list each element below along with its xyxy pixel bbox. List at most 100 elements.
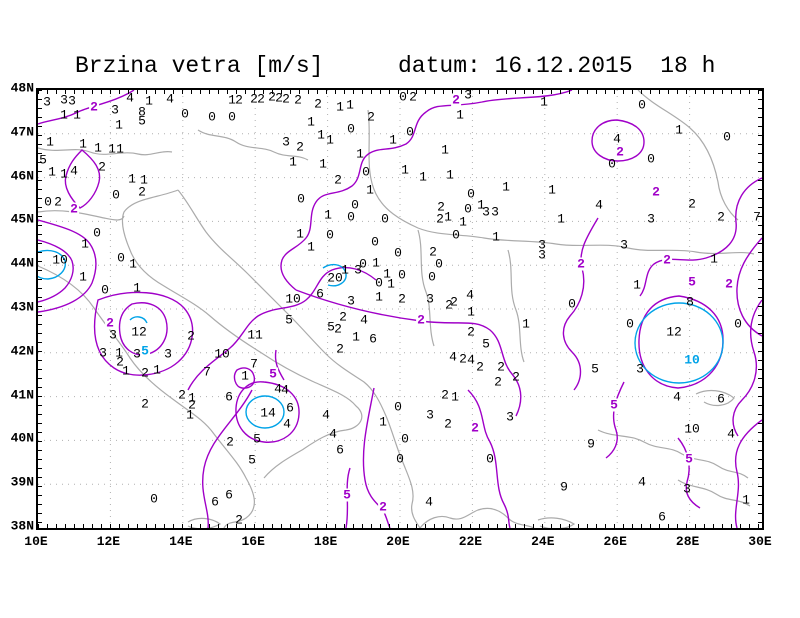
lat-tick-label: 42N xyxy=(10,343,34,359)
contour-label: 5 xyxy=(684,451,694,467)
lat-tick-label: 48N xyxy=(10,80,34,96)
grid-value: 0 xyxy=(381,211,389,227)
grid-value: 6 xyxy=(658,509,666,525)
contour-label: 2 xyxy=(662,252,672,268)
grid-value: 0 xyxy=(181,106,189,122)
grid-value: 2 xyxy=(444,416,452,432)
grid-value: 6 xyxy=(717,391,725,407)
grid-value: 0 xyxy=(486,451,494,467)
grid-value: 5 xyxy=(248,452,256,468)
grid-value: 3 xyxy=(620,237,628,253)
grid-value: 4 xyxy=(360,312,368,328)
grid-value: 14 xyxy=(260,405,276,421)
lon-tick-label: 12E xyxy=(96,534,121,549)
grid-value: 1 xyxy=(467,304,475,320)
grid-value: 1 xyxy=(140,172,148,188)
grid-value: 1 xyxy=(522,316,530,332)
grid-value: 4 xyxy=(166,91,174,107)
grid-value: 1 xyxy=(389,132,397,148)
lat-tick-label: 45N xyxy=(10,211,34,227)
grid-value: 0 xyxy=(626,316,634,332)
lat-tick-label: 38N xyxy=(10,518,34,534)
grid-value: 0 xyxy=(371,234,379,250)
grid-value: 1 xyxy=(401,162,409,178)
grid-value: 2 xyxy=(409,90,417,105)
grid-value: 2 xyxy=(494,374,502,390)
grid-value: 1 xyxy=(675,122,683,138)
grid-value: 0 xyxy=(396,451,404,467)
chart-datum: datum: 16.12.2015 18 h xyxy=(398,53,716,79)
grid-value: 3 xyxy=(491,204,499,220)
grid-value: 1 xyxy=(451,389,459,405)
grid-value: 1 xyxy=(710,251,718,267)
lon-tick-label: 26E xyxy=(603,534,627,549)
grid-value: 1 xyxy=(341,262,349,278)
grid-value: 1 xyxy=(145,93,153,109)
lon-tick-label: 18E xyxy=(313,534,338,549)
grid-value: 4 xyxy=(613,131,621,147)
grid-value: 1 xyxy=(356,146,364,162)
grid-value: 6 xyxy=(369,331,377,347)
lon-tick-label: 28E xyxy=(675,534,700,549)
grid-value: 4 xyxy=(425,494,433,510)
grid-value: 10 xyxy=(214,346,230,362)
lon-tick-label: 24E xyxy=(531,534,555,549)
grid-value: 3 xyxy=(133,346,141,362)
grid-value: 1 xyxy=(444,209,452,225)
grid-value: 1 xyxy=(742,492,750,508)
grid-value: 2 xyxy=(445,297,453,313)
grid-value: 7 xyxy=(250,356,258,372)
grid-value: 4 xyxy=(283,416,291,432)
grid-value: 3 xyxy=(426,407,434,423)
grid-value: 1 xyxy=(477,197,485,213)
grid-value: 0 xyxy=(406,124,414,140)
lat-tick-label: 43N xyxy=(10,299,34,315)
grid-value: 4 xyxy=(727,426,735,442)
grid-value: 2 xyxy=(275,90,283,106)
grid-value: 12 xyxy=(131,324,147,340)
grid-value: 0 xyxy=(401,431,409,447)
grid-value: 6 xyxy=(286,400,294,416)
lon-tick-label: 20E xyxy=(386,534,410,549)
contour-label: 2 xyxy=(470,420,480,436)
contour-label: 5 xyxy=(687,274,697,290)
grid-value: 6 xyxy=(225,487,233,503)
contour-label: 2 xyxy=(378,499,388,515)
grid-value: 1 xyxy=(307,239,315,255)
grid-value: 0 xyxy=(117,250,125,266)
grid-value: 0 xyxy=(375,275,383,291)
grid-value: 11 xyxy=(247,327,263,343)
grid-value: 0 xyxy=(568,296,576,312)
grid-value: 2 xyxy=(467,324,475,340)
grid-value: 0 xyxy=(347,209,355,225)
grid-value: 9 xyxy=(560,479,568,495)
grid-value: 1 xyxy=(186,407,194,423)
grid-value: 1 xyxy=(319,156,327,172)
grid-value: 1 xyxy=(324,207,332,223)
grid-value: 2 xyxy=(334,321,342,337)
grid-value: 0 xyxy=(93,225,101,241)
grid-value: 1 xyxy=(456,107,464,123)
grid-value: 3 xyxy=(538,247,546,263)
grid-value: 1 xyxy=(108,141,116,157)
grid-value: 6 xyxy=(316,286,324,302)
contour-label: 2 xyxy=(576,256,586,272)
grid-value: 4 xyxy=(322,407,330,423)
grid-value: 5 xyxy=(327,319,335,335)
grid-value: 0 xyxy=(608,156,616,172)
grid-value: 0 xyxy=(351,197,359,213)
grid-value: 5 xyxy=(39,152,47,168)
lat-tick-label: 39N xyxy=(10,474,34,490)
grid-value: 3 xyxy=(111,102,119,118)
grid-value: 3 xyxy=(164,346,172,362)
grid-value: 2 xyxy=(497,359,505,375)
grid-value: 1 xyxy=(116,141,124,157)
grid-value: 10 xyxy=(684,421,700,437)
grid-value: 3 xyxy=(482,204,490,220)
grid-value: 5 xyxy=(591,361,599,377)
grid-value: 0 xyxy=(647,151,655,167)
grid-value: 6 xyxy=(211,494,219,510)
grid-value: 2 xyxy=(116,354,124,370)
grid-value: 3 xyxy=(60,92,68,108)
